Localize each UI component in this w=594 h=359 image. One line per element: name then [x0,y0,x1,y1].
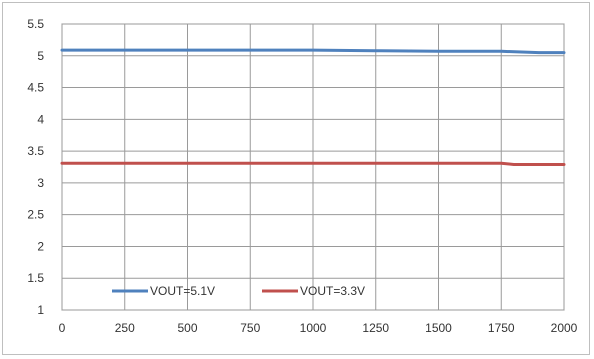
grid [61,23,565,311]
series-line-1 [60,161,566,166]
x-tick-label-0: 0 [59,321,66,335]
y-tick-label-9: 5.5 [27,17,44,31]
y-tick-label-8: 5 [37,49,44,63]
x-tick-label-2: 500 [177,321,197,335]
x-tick-label-1: 250 [115,321,135,335]
x-tick-label-5: 1250 [362,321,389,335]
y-tick-label-4: 3 [37,176,44,190]
axes: 1 1.5 2 2.5 3 3.5 4 4.5 5 5.5 0 250 500 750 1000 1250 15… [27,17,577,335]
x-tick-label-4: 1000 [300,321,327,335]
x-tick-label-3: 750 [240,321,260,335]
y-tick-label-0: 1 [37,303,44,317]
series-line-0 [60,48,566,55]
y-tick-label-2: 2 [37,239,44,253]
y-tick-label-5: 3.5 [27,144,44,158]
legend: VOUT=5.1V VOUT=3.3V [112,284,365,298]
y-tick-label-6: 4 [37,112,44,126]
legend-label-0: VOUT=5.1V [150,284,215,298]
series-lines [60,48,566,166]
legend-label-1: VOUT=3.3V [300,284,365,298]
y-tick-label-3: 2.5 [27,208,44,222]
chart-frame [2,2,590,355]
x-tick-label-7: 1750 [488,321,515,335]
y-tick-label-1: 1.5 [27,271,44,285]
y-tick-label-7: 4.5 [27,81,44,95]
x-tick-label-6: 1500 [425,321,452,335]
x-tick-label-8: 2000 [551,321,578,335]
